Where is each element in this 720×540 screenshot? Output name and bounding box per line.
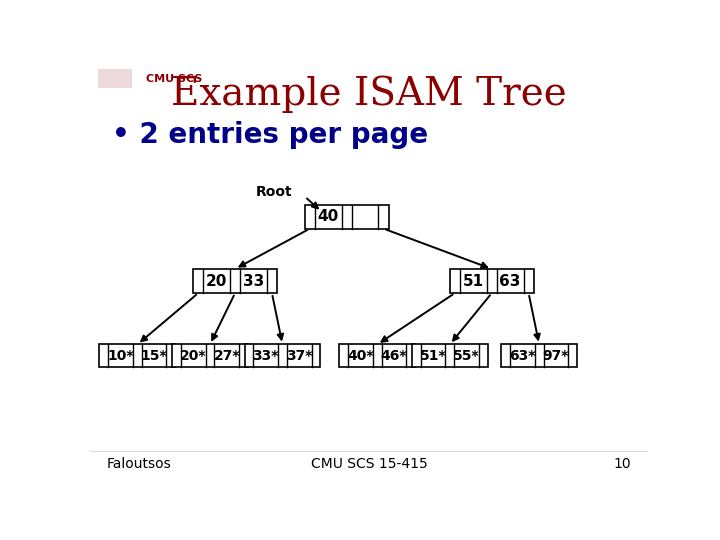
Text: 37*: 37* xyxy=(286,349,312,363)
Bar xyxy=(305,205,389,228)
Bar xyxy=(501,345,577,367)
Bar xyxy=(99,345,176,367)
Text: 10: 10 xyxy=(613,457,631,471)
Text: CMU SCS 15-415: CMU SCS 15-415 xyxy=(310,457,428,471)
Bar xyxy=(99,69,132,87)
Text: 20: 20 xyxy=(206,274,228,288)
Text: 51*: 51* xyxy=(420,349,446,363)
Text: 46*: 46* xyxy=(381,349,408,363)
Text: 40*: 40* xyxy=(347,349,374,363)
Text: Example ISAM Tree: Example ISAM Tree xyxy=(171,75,567,113)
Bar xyxy=(450,269,534,293)
Text: 63: 63 xyxy=(500,274,521,288)
Text: 33*: 33* xyxy=(253,349,279,363)
Bar xyxy=(245,345,320,367)
Text: CMU SCS: CMU SCS xyxy=(145,75,202,84)
Text: 97*: 97* xyxy=(543,349,569,363)
Text: 55*: 55* xyxy=(454,349,480,363)
Text: 15*: 15* xyxy=(141,349,168,363)
Bar xyxy=(172,345,248,367)
Text: • 2 entries per page: • 2 entries per page xyxy=(112,122,428,150)
Text: 33: 33 xyxy=(243,274,264,288)
Bar xyxy=(339,345,415,367)
Text: Faloutsos: Faloutsos xyxy=(107,457,171,471)
Text: Root: Root xyxy=(256,185,292,199)
Text: 51: 51 xyxy=(463,274,484,288)
Text: 27*: 27* xyxy=(213,349,240,363)
Text: 63*: 63* xyxy=(509,349,536,363)
Text: 40: 40 xyxy=(318,209,339,224)
Bar xyxy=(412,345,488,367)
Text: 10*: 10* xyxy=(107,349,134,363)
Bar xyxy=(193,269,277,293)
Text: 20*: 20* xyxy=(180,349,207,363)
